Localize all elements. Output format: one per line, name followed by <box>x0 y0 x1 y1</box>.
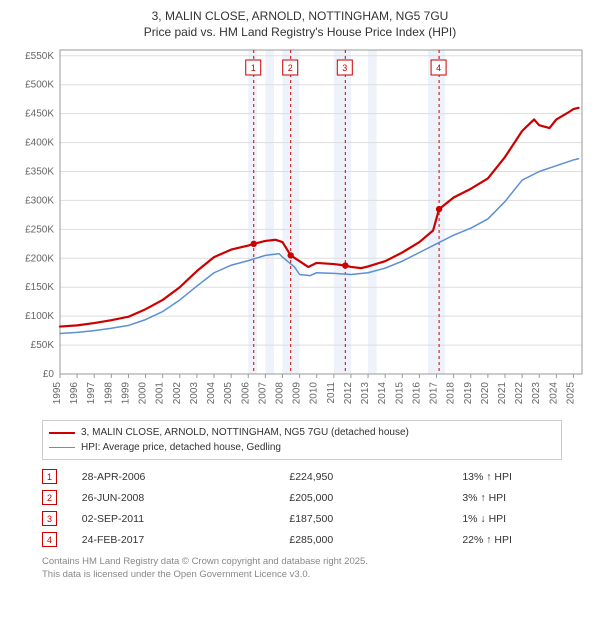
svg-text:2021: 2021 <box>497 382 508 405</box>
svg-text:2016: 2016 <box>411 382 422 405</box>
svg-text:£350K: £350K <box>25 167 54 178</box>
svg-text:2007: 2007 <box>257 382 268 405</box>
svg-text:£150K: £150K <box>25 283 54 294</box>
table-row: 2 26-JUN-2008£205,0003% ↑ HPI <box>42 487 562 508</box>
legend-label: HPI: Average price, detached house, Gedl… <box>81 440 281 455</box>
svg-text:2011: 2011 <box>326 382 337 404</box>
title-line2: Price paid vs. HM Land Registry's House … <box>12 24 588 40</box>
svg-text:£0: £0 <box>43 369 55 380</box>
legend-swatch <box>49 432 75 434</box>
price-chart: £0 £50K £100K £150K £200K £250K £300K £350K £400… <box>12 44 588 414</box>
svg-text:1996: 1996 <box>69 382 80 405</box>
sale-delta: 3% ↑ HPI <box>462 487 562 508</box>
svg-text:£550K: £550K <box>25 51 54 62</box>
footnote-line2: This data is licensed under the Open Gov… <box>42 569 562 581</box>
svg-text:1: 1 <box>251 63 256 73</box>
svg-text:1999: 1999 <box>120 382 131 405</box>
sale-price: £205,000 <box>289 487 462 508</box>
chart-svg: £0 £50K £100K £150K £200K £250K £300K £350K £400… <box>12 44 588 414</box>
svg-text:£450K: £450K <box>25 109 54 120</box>
legend-item: HPI: Average price, detached house, Gedl… <box>49 440 555 455</box>
svg-text:2014: 2014 <box>377 382 388 405</box>
svg-text:2004: 2004 <box>206 382 217 405</box>
svg-text:1997: 1997 <box>86 382 97 405</box>
svg-text:3: 3 <box>342 63 347 73</box>
sale-marker: 1 <box>42 469 57 484</box>
sale-price: £285,000 <box>289 529 462 550</box>
sale-delta: 22% ↑ HPI <box>462 529 562 550</box>
legend-label: 3, MALIN CLOSE, ARNOLD, NOTTINGHAM, NG5 … <box>81 425 409 440</box>
svg-text:£200K: £200K <box>25 254 54 265</box>
svg-text:2020: 2020 <box>480 382 491 405</box>
sale-date: 02-SEP-2011 <box>82 508 290 529</box>
svg-text:2012: 2012 <box>343 382 354 405</box>
svg-text:2024: 2024 <box>548 382 559 405</box>
svg-text:2013: 2013 <box>360 382 371 405</box>
sale-delta: 1% ↓ HPI <box>462 508 562 529</box>
svg-text:1998: 1998 <box>103 382 114 405</box>
svg-text:2002: 2002 <box>172 382 183 405</box>
svg-text:2023: 2023 <box>531 382 542 405</box>
svg-text:2008: 2008 <box>274 382 285 405</box>
svg-text:1995: 1995 <box>52 382 63 405</box>
sale-date: 28-APR-2006 <box>82 466 290 487</box>
svg-text:£500K: £500K <box>25 80 54 91</box>
svg-text:£300K: £300K <box>25 196 54 207</box>
svg-text:2000: 2000 <box>138 382 149 405</box>
sale-marker: 2 <box>42 490 57 505</box>
table-row: 1 28-APR-2006£224,95013% ↑ HPI <box>42 466 562 487</box>
legend-swatch <box>49 447 75 448</box>
svg-text:£100K: £100K <box>25 312 54 323</box>
svg-text:2010: 2010 <box>309 382 320 405</box>
sale-delta: 13% ↑ HPI <box>462 466 562 487</box>
sale-marker: 4 <box>42 532 57 547</box>
svg-text:2022: 2022 <box>514 382 525 405</box>
title-line1: 3, MALIN CLOSE, ARNOLD, NOTTINGHAM, NG5 … <box>12 8 588 24</box>
svg-text:2019: 2019 <box>463 382 474 405</box>
sale-date: 26-JUN-2008 <box>82 487 290 508</box>
svg-text:£50K: £50K <box>31 340 55 351</box>
svg-text:2003: 2003 <box>189 382 200 405</box>
svg-text:2025: 2025 <box>565 382 576 405</box>
svg-text:2015: 2015 <box>394 382 405 405</box>
footnote-line1: Contains HM Land Registry data © Crown c… <box>42 556 562 568</box>
svg-text:2001: 2001 <box>155 382 166 405</box>
legend: 3, MALIN CLOSE, ARNOLD, NOTTINGHAM, NG5 … <box>42 420 562 460</box>
svg-text:2009: 2009 <box>292 382 303 405</box>
svg-text:£400K: £400K <box>25 138 54 149</box>
footnote: Contains HM Land Registry data © Crown c… <box>42 556 562 581</box>
sale-price: £224,950 <box>289 466 462 487</box>
svg-text:2017: 2017 <box>429 382 440 405</box>
table-row: 4 24-FEB-2017£285,00022% ↑ HPI <box>42 529 562 550</box>
legend-item: 3, MALIN CLOSE, ARNOLD, NOTTINGHAM, NG5 … <box>49 425 555 440</box>
svg-text:2: 2 <box>288 63 293 73</box>
svg-text:2005: 2005 <box>223 382 234 405</box>
sale-date: 24-FEB-2017 <box>82 529 290 550</box>
table-row: 3 02-SEP-2011£187,5001% ↓ HPI <box>42 508 562 529</box>
svg-text:£250K: £250K <box>25 225 54 236</box>
sale-marker: 3 <box>42 511 57 526</box>
sales-table: 1 28-APR-2006£224,95013% ↑ HPI 2 26-JUN-200… <box>42 466 562 550</box>
sale-price: £187,500 <box>289 508 462 529</box>
svg-text:2006: 2006 <box>240 382 251 405</box>
svg-text:4: 4 <box>436 63 441 73</box>
chart-title: 3, MALIN CLOSE, ARNOLD, NOTTINGHAM, NG5 … <box>12 8 588 40</box>
svg-text:2018: 2018 <box>446 382 457 405</box>
